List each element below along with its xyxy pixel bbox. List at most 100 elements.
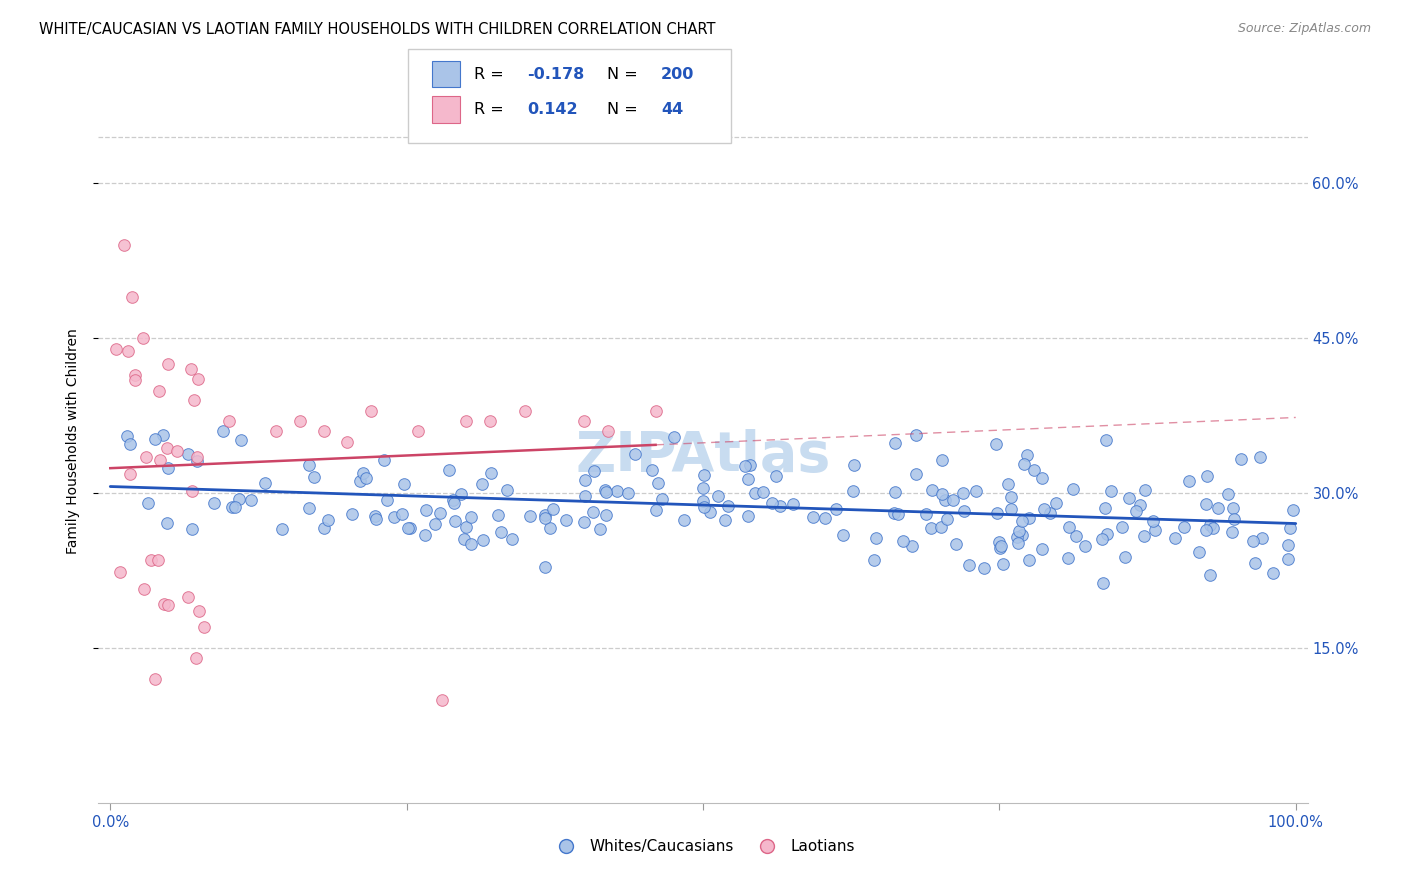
Point <box>1091 576 1114 591</box>
Point <box>1118 491 1140 505</box>
Point <box>454 414 477 428</box>
Point <box>824 502 846 516</box>
Point <box>115 429 138 443</box>
Point <box>439 463 461 477</box>
Point <box>131 331 153 345</box>
Point <box>706 489 728 503</box>
Point <box>952 485 974 500</box>
Point <box>886 507 908 521</box>
Point <box>1243 557 1265 571</box>
Point <box>253 475 276 490</box>
Point <box>1223 512 1246 526</box>
Point <box>149 453 172 467</box>
Point <box>460 537 482 551</box>
Point <box>538 521 561 535</box>
Point <box>340 507 363 521</box>
Point <box>373 453 395 467</box>
Point <box>987 534 1010 549</box>
Point <box>1039 506 1062 520</box>
Point <box>863 553 886 567</box>
Point <box>298 500 321 515</box>
Point <box>1249 450 1271 464</box>
Point <box>1091 532 1114 546</box>
Point <box>375 492 398 507</box>
Point <box>644 403 666 417</box>
Point <box>737 472 759 486</box>
Point <box>1230 451 1253 466</box>
Point <box>651 491 673 506</box>
Point <box>354 471 377 485</box>
Point <box>901 539 924 553</box>
Point <box>415 503 437 517</box>
Point <box>187 372 209 386</box>
Point <box>270 522 292 536</box>
Point <box>105 342 128 356</box>
Point <box>118 467 141 481</box>
Point <box>765 469 787 483</box>
Point <box>1000 490 1022 504</box>
Point <box>574 414 596 428</box>
Point <box>288 414 311 428</box>
Point <box>582 505 605 519</box>
Point <box>460 509 482 524</box>
Point <box>156 357 179 371</box>
Point <box>186 450 208 464</box>
Point <box>1195 497 1218 511</box>
Point <box>184 651 207 665</box>
Point <box>957 558 980 573</box>
Point <box>692 481 714 495</box>
Point <box>202 496 225 510</box>
Point <box>1008 524 1031 538</box>
Point <box>673 513 696 527</box>
Point <box>574 515 596 529</box>
Point <box>139 553 162 567</box>
Point <box>1199 568 1222 582</box>
Point <box>693 467 716 482</box>
Point <box>761 496 783 510</box>
Point <box>534 560 557 574</box>
Point <box>645 503 668 517</box>
Point <box>382 510 405 524</box>
Point <box>606 483 628 498</box>
Point <box>583 464 606 478</box>
Point <box>177 447 200 461</box>
Point <box>413 528 436 542</box>
Point <box>218 414 240 428</box>
Text: -0.178: -0.178 <box>527 67 585 81</box>
Point <box>1031 541 1053 556</box>
Point <box>1216 487 1239 501</box>
Point <box>1011 528 1033 542</box>
Point <box>734 459 756 474</box>
Point <box>595 485 617 500</box>
Point <box>616 486 638 500</box>
Point <box>1095 433 1118 447</box>
Y-axis label: Family Households with Children: Family Households with Children <box>66 328 80 555</box>
Point <box>316 513 339 527</box>
Point <box>479 466 502 480</box>
Point <box>399 520 422 534</box>
Point <box>349 474 371 488</box>
Point <box>1128 498 1150 512</box>
Point <box>1012 457 1035 471</box>
Point <box>1125 504 1147 518</box>
Point <box>945 536 967 550</box>
Point <box>394 477 416 491</box>
Point <box>832 528 855 542</box>
Point <box>231 434 253 448</box>
Point <box>1222 500 1244 515</box>
Point <box>120 437 142 451</box>
Point <box>180 522 202 536</box>
Point <box>297 458 319 472</box>
Point <box>366 512 388 526</box>
Point <box>456 519 478 533</box>
Point <box>519 508 541 523</box>
Point <box>921 483 943 498</box>
Point <box>443 515 465 529</box>
Point <box>920 521 942 535</box>
Text: ZIPAtlas: ZIPAtlas <box>575 429 831 483</box>
Point <box>432 692 454 706</box>
Point <box>699 505 721 519</box>
Point <box>1195 524 1218 538</box>
Point <box>1057 520 1080 534</box>
Point <box>177 591 200 605</box>
